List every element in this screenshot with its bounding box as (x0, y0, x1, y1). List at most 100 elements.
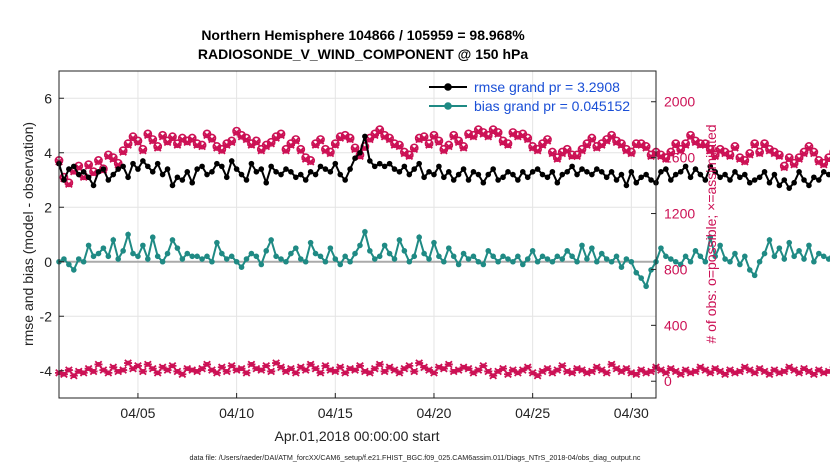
rmse-point (732, 169, 738, 175)
bias-point (702, 258, 709, 265)
bias-point (401, 248, 408, 254)
rmse-point (431, 171, 437, 178)
obs-low-dot (466, 366, 471, 372)
rmse-point (801, 177, 807, 183)
obs-low-dot (140, 369, 146, 374)
bias-point (524, 256, 531, 262)
obs-assimilated-point (444, 142, 453, 151)
obs-possible-point (84, 160, 94, 170)
obs-assimilated-point (252, 138, 261, 147)
bias-point (302, 258, 309, 265)
obs-possible-point (192, 139, 202, 149)
bias-point (71, 267, 77, 273)
bias-point (593, 258, 600, 265)
bias-point (554, 253, 561, 260)
rmse-point (658, 169, 664, 175)
rmse-point (455, 171, 462, 178)
bias-point (559, 256, 566, 262)
rmse-series (56, 133, 830, 191)
right-tick-label: 400 (664, 317, 688, 333)
obs-assimilated-point (153, 144, 162, 152)
rmse-point (90, 182, 97, 189)
obs-possible-point (375, 125, 385, 135)
rmse-point (613, 177, 620, 183)
rmse-point (663, 166, 669, 172)
bias-point (386, 250, 393, 257)
bias-point (194, 253, 200, 260)
obs-low-dot (475, 367, 481, 373)
bias-point (786, 239, 793, 246)
obs-low-dot (816, 367, 822, 373)
bias-point (628, 258, 635, 265)
obs-possible-point (750, 139, 760, 149)
obs-possible-point (153, 142, 163, 151)
obs-possible-point (686, 130, 695, 140)
bias-point (574, 258, 580, 265)
rmse-point (100, 166, 107, 172)
bias-point (396, 237, 403, 243)
bias-point (584, 256, 590, 262)
obs-low-dot (623, 366, 629, 372)
x-tick-label: 04/15 (318, 405, 353, 421)
obs-low-dot (357, 363, 363, 369)
obs-assimilated-series (55, 127, 830, 189)
rmse-point (80, 169, 87, 175)
rmse-point (367, 158, 373, 164)
obs-assimilated-point (740, 157, 749, 166)
rmse-point (169, 182, 176, 189)
rmse-point (668, 177, 674, 183)
x-tick-label: 04/05 (120, 405, 155, 421)
bias-point (756, 258, 763, 265)
bias-point (722, 256, 728, 262)
obs-low-dot (490, 373, 496, 379)
bias-point (293, 245, 299, 251)
x-axis-ticks: 04/05 04/10 04/15 04/20 04/25 04/30 (120, 393, 649, 421)
rmse-point (61, 177, 67, 183)
bias-point (263, 248, 270, 254)
bias-point (460, 250, 467, 257)
obs-assimilated-point (775, 152, 784, 161)
obs-low-dot (352, 367, 358, 373)
obs-low-dot (569, 370, 575, 376)
obs-assimilated-point (750, 141, 759, 149)
rmse-point (618, 171, 625, 178)
rmse-point (223, 174, 230, 181)
obs-possible-point (804, 142, 814, 151)
rmse-point (495, 177, 501, 183)
rmse-point (130, 160, 136, 167)
rmse-point (396, 169, 403, 175)
bias-point (811, 258, 817, 265)
obs-low-dot (549, 370, 555, 376)
obs-possible-point (148, 135, 158, 144)
rmse-point (125, 174, 131, 181)
bias-point (367, 248, 373, 254)
bias-point (549, 258, 556, 265)
rmse-point (283, 166, 289, 172)
bias-point (618, 264, 625, 271)
obs-assimilated-point (425, 141, 434, 149)
x-tick-label: 04/20 (416, 405, 451, 421)
obs-possible-point (710, 150, 720, 160)
obs-low-dot (456, 367, 462, 373)
obs-assimilated-point (316, 137, 325, 145)
obs-low-dot (101, 367, 106, 373)
obs-possible-point (296, 144, 306, 154)
bias-point (445, 245, 452, 251)
obs-low-dot (392, 367, 397, 373)
obs-low-dot (214, 370, 220, 376)
obs-assimilated-point (114, 160, 123, 169)
bias-point (357, 242, 363, 249)
obs-low-dot (638, 367, 644, 373)
bias-point (426, 256, 432, 262)
legend: rmse grand pr = 3.2908 bias grand pr = 0… (429, 79, 630, 114)
bias-point (391, 256, 398, 262)
rmse-point (189, 179, 196, 186)
obs-low-dot (767, 371, 772, 377)
rmse-point (687, 174, 694, 181)
bias-point (515, 253, 521, 260)
obs-possible-point (419, 132, 429, 142)
obs-low-series (55, 359, 830, 380)
rmse-point (643, 171, 649, 178)
obs-low-dot (91, 369, 96, 374)
